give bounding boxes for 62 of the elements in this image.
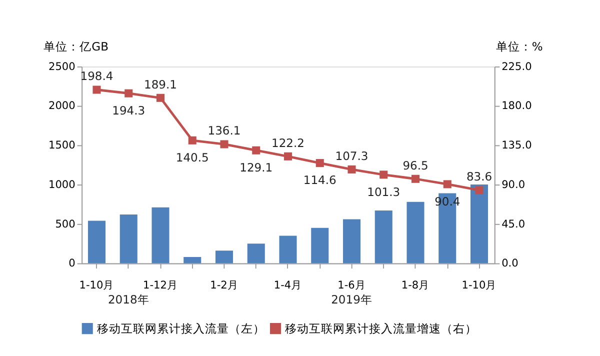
y2-tick-label: 135.0 <box>502 140 532 152</box>
bar <box>342 219 361 264</box>
y-tick-label: 2000 <box>48 100 76 112</box>
bar <box>311 228 329 264</box>
x-tick-label: 1-4月 <box>274 280 302 292</box>
y-tick-label: 1000 <box>48 178 76 191</box>
y-tick-label: 1500 <box>48 140 76 152</box>
point <box>284 152 292 160</box>
y-tick-label: 2500 <box>48 60 76 73</box>
point <box>252 146 260 154</box>
bar <box>88 220 106 264</box>
point <box>124 89 133 98</box>
y-axis-title: 单位：亿GB <box>44 40 109 54</box>
data-label: 114.6 <box>303 173 336 188</box>
bar <box>120 214 138 264</box>
point <box>92 86 101 94</box>
x-tick-label: 1-2月 <box>210 280 238 292</box>
point <box>220 140 228 148</box>
data-label: 122.2 <box>272 136 304 150</box>
point <box>316 159 324 168</box>
y2-tick-label: 45.0 <box>502 218 526 230</box>
point <box>411 174 420 183</box>
point <box>443 180 452 188</box>
point <box>156 94 165 102</box>
legend-label: 移动互联网累计接入流量增速（右） <box>285 321 478 336</box>
x-tick-label: 1-10月 <box>462 280 497 292</box>
y2-tick-label: 0.0 <box>502 258 519 270</box>
data-label: 136.1 <box>208 124 241 138</box>
y2-axis-title: 单位：% <box>496 40 543 54</box>
point <box>188 136 196 144</box>
bar <box>215 250 234 264</box>
data-label: 194.3 <box>112 103 146 118</box>
data-label: 83.6 <box>466 170 492 184</box>
text: 2018年 <box>108 292 150 307</box>
bar <box>470 184 488 264</box>
data-label: 198.4 <box>80 69 114 84</box>
y-tick-label: 500 <box>55 218 76 230</box>
data-label: 101.3 <box>367 184 400 199</box>
bar <box>152 207 170 264</box>
data-label: 189.1 <box>144 77 177 92</box>
data-label: 107.3 <box>335 148 368 163</box>
point <box>475 186 484 194</box>
bar <box>247 244 265 264</box>
point <box>380 170 388 179</box>
x-tick-label: 1-6月 <box>338 280 366 292</box>
data-label: 140.5 <box>176 150 209 165</box>
y2-tick-label: 180.0 <box>502 100 532 112</box>
bar <box>374 210 392 264</box>
x-tick-label: 1-8月 <box>401 280 430 292</box>
data-label: 129.1 <box>240 160 273 174</box>
x-tick-label: 1-10月 <box>79 280 114 292</box>
y2-tick-label: 90.0 <box>502 178 526 191</box>
y2-tick-label: 225.0 <box>502 60 532 73</box>
x-tick-label: 1-12月 <box>143 280 178 292</box>
point <box>348 165 356 174</box>
y-tick-label: 0 <box>68 258 76 270</box>
legend-label: 移动互联网累计接入流量（左） <box>96 321 265 336</box>
bar <box>406 202 424 264</box>
data-label: 96.5 <box>402 158 428 172</box>
bar <box>184 256 202 264</box>
text: 2019年 <box>331 292 372 307</box>
bar <box>279 236 297 264</box>
